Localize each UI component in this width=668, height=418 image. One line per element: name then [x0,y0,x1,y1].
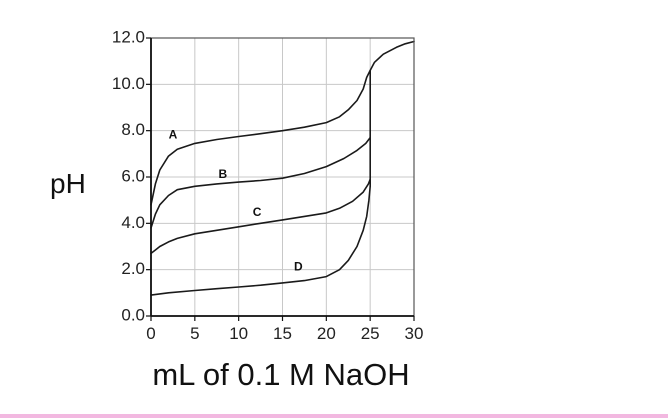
x-axis-label: mL of 0.1 M NaOH [152,357,409,392]
series-labels: A B C D [169,127,303,273]
bottom-divider [0,414,668,418]
series-line-d [150,185,371,296]
chart-axes [146,37,415,321]
y-tick-label: 2.0 [121,259,145,278]
x-tick-label: 0 [146,324,155,343]
x-tick-label: 5 [190,324,199,343]
titration-curves [150,40,415,296]
chart-grid [150,37,415,317]
series-label-d: D [294,260,303,274]
series-label-a: A [169,127,178,141]
series-line-c [150,178,371,255]
series-label-c: C [253,205,262,219]
x-tick-label: 30 [405,324,424,343]
x-tick-label: 15 [273,324,292,343]
y-tick-label: 12.0 [112,27,145,46]
y-tick-labels: 0.0 2.0 4.0 6.0 8.0 10.0 12.0 [112,27,145,324]
x-tick-label: 20 [317,324,336,343]
x-tick-label: 25 [361,324,380,343]
y-tick-label: 0.0 [121,305,145,324]
series-line-a [150,40,415,206]
y-tick-label: 6.0 [121,166,145,185]
y-tick-label: 8.0 [121,120,145,139]
x-tick-label: 10 [229,324,248,343]
y-axis-label: pH [50,168,86,199]
y-tick-label: 10.0 [112,74,145,93]
series-label-b: B [219,167,228,181]
series-line-b [150,136,371,229]
y-tick-label: 4.0 [121,213,145,232]
x-tick-labels: 0 5 10 15 20 25 30 [146,324,423,343]
